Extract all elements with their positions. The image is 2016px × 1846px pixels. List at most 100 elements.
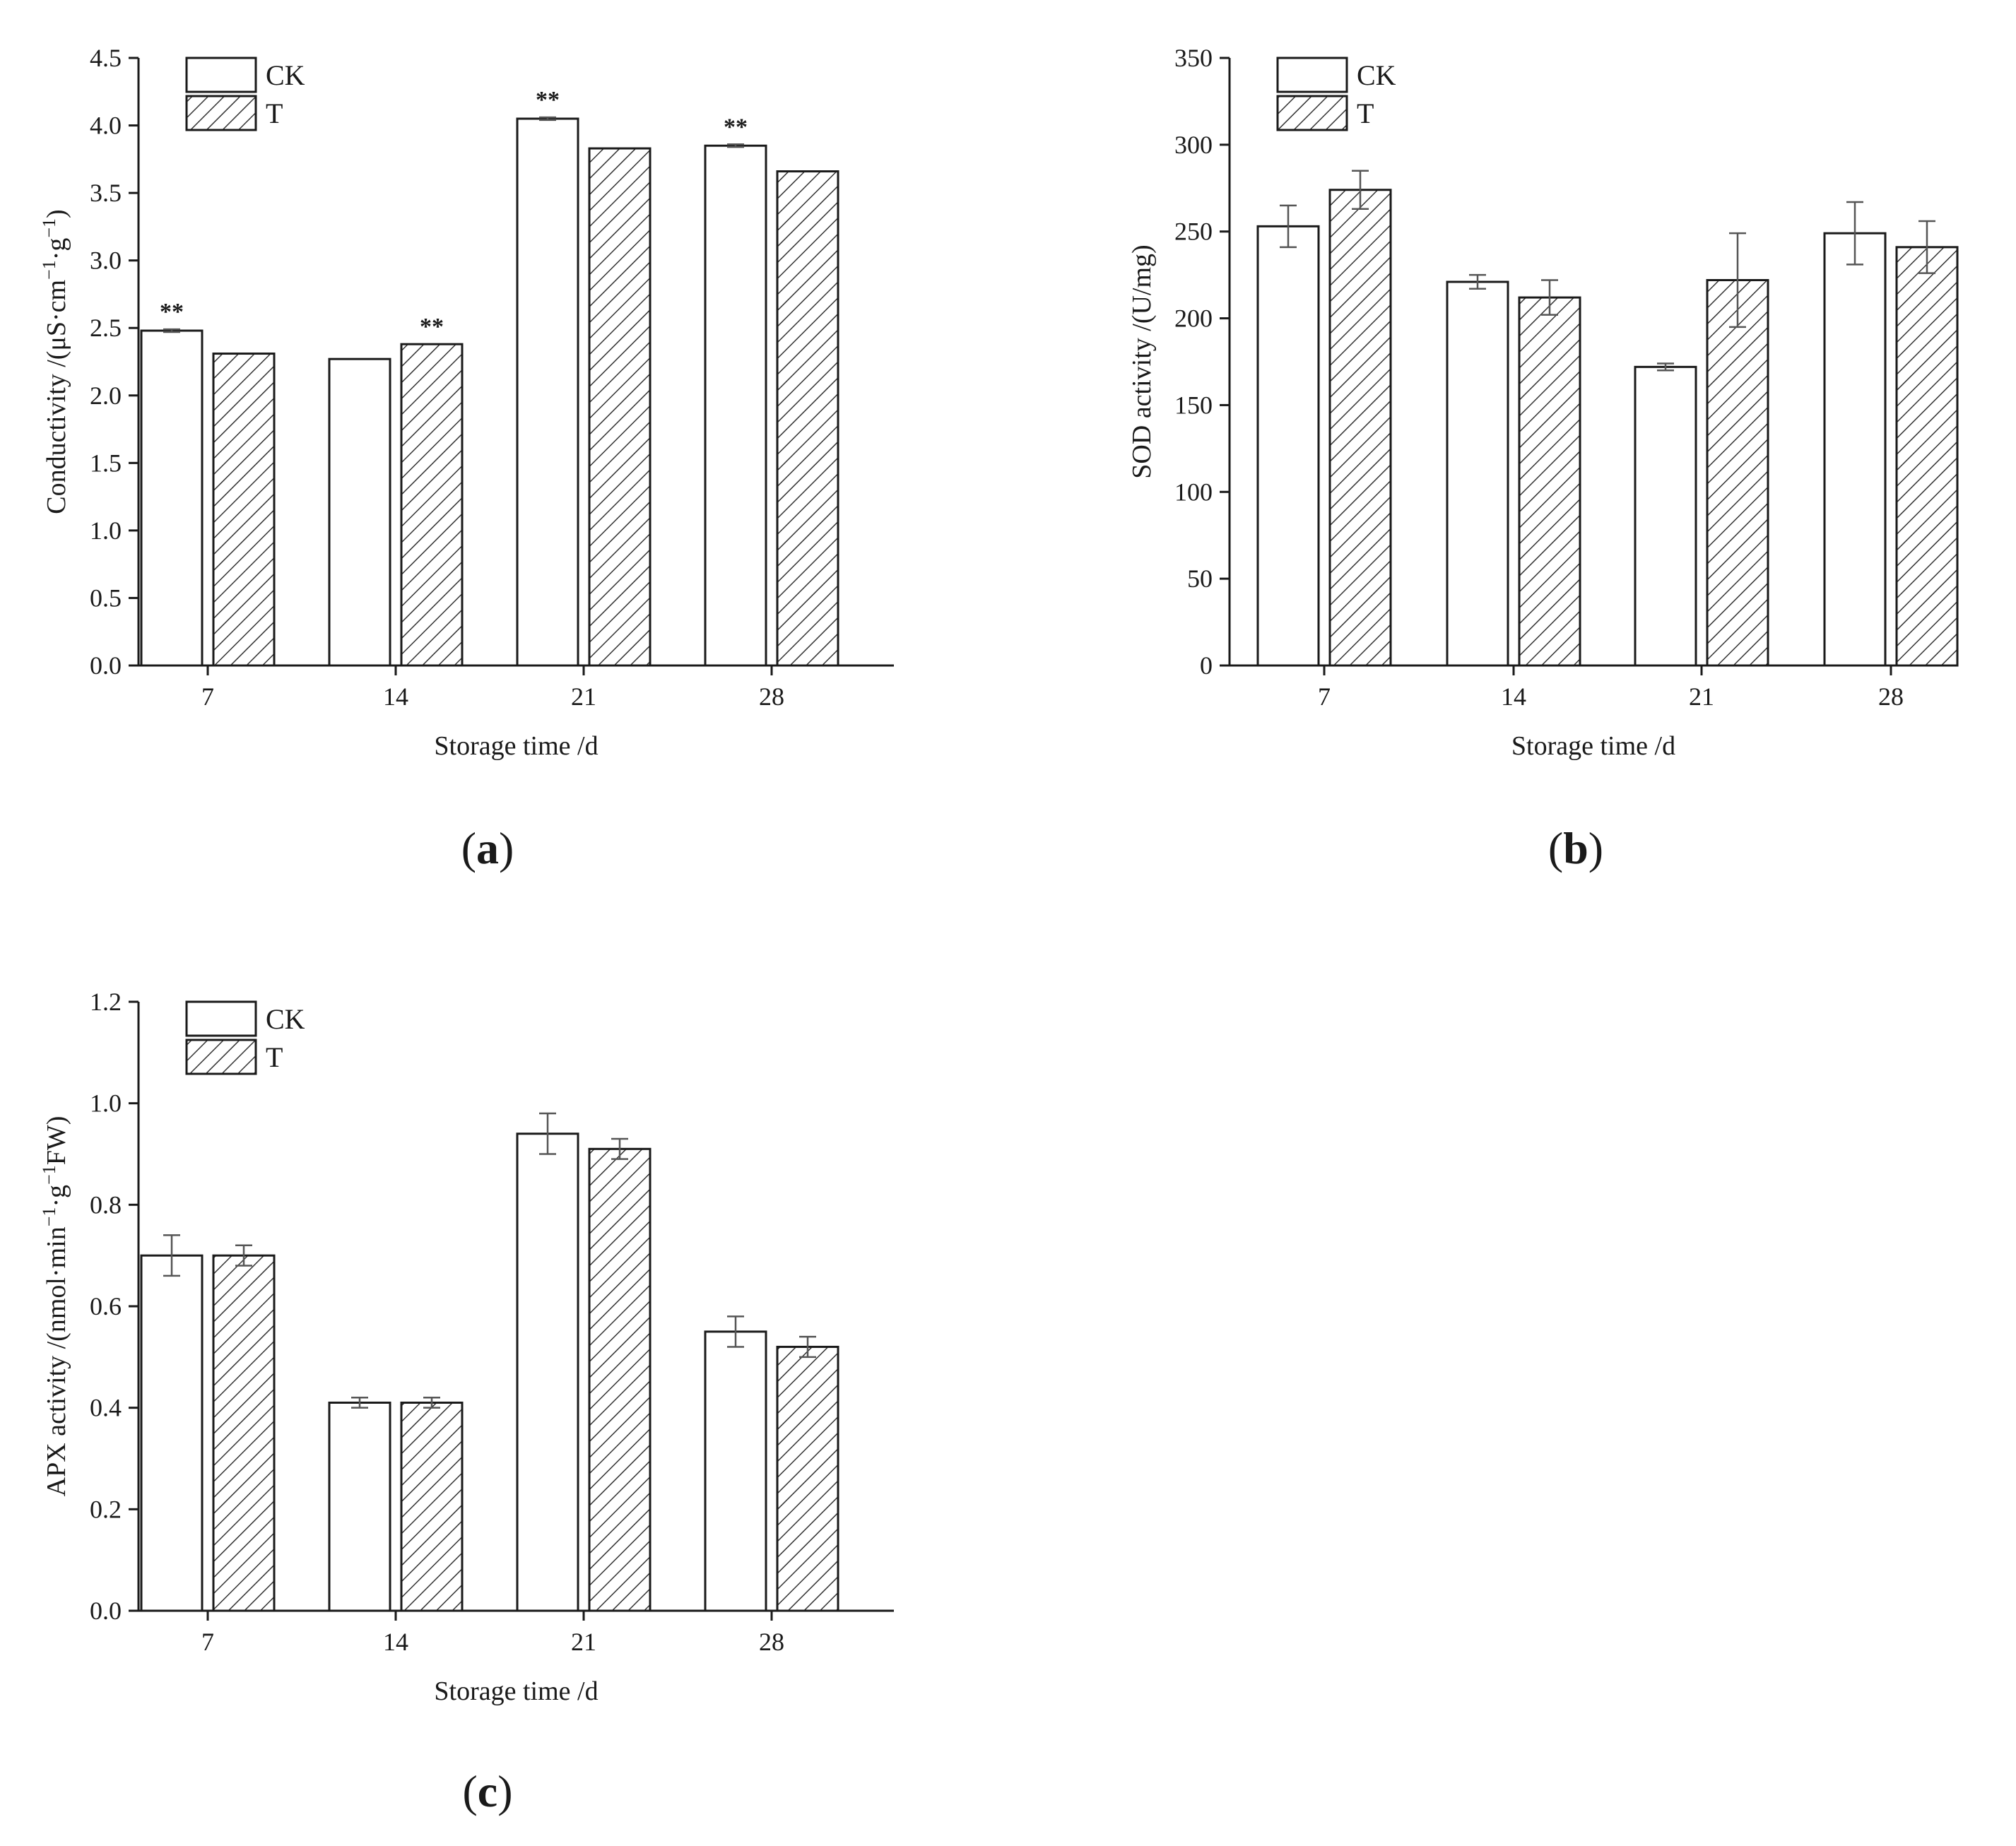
bar-ck-day-14 xyxy=(328,357,391,667)
bar-ck-day-21 xyxy=(516,1132,579,1612)
significance-mark: ** xyxy=(160,299,184,325)
y-tick-label: 2.5 xyxy=(90,314,122,342)
legend-label-ck: CK xyxy=(1357,59,1396,91)
error-bar-ck-day-14 xyxy=(1469,273,1486,290)
legend-label-t: T xyxy=(266,1041,283,1073)
legend-label-ck: CK xyxy=(266,1003,305,1035)
y-tick-label: 3.0 xyxy=(90,247,122,275)
significance-mark: ** xyxy=(536,87,560,113)
bar-t-day-21 xyxy=(588,1147,652,1612)
x-tick-label: 14 xyxy=(383,682,408,711)
y-tick-label: 1.0 xyxy=(90,1089,122,1118)
error-bar-t-day-7 xyxy=(235,1244,252,1267)
y-tick-label: 1.5 xyxy=(90,449,122,477)
legend-swatch-t xyxy=(185,1039,257,1075)
error-bar-ck-day-21 xyxy=(1657,362,1674,372)
legend: CK T xyxy=(185,57,305,131)
y-tick-label: 0.0 xyxy=(90,651,122,680)
chart-b: 0 50 100 150 200 250 300 350 7 14 21 28 Storage time… xyxy=(1127,44,1959,873)
bar-ck-day-28 xyxy=(704,144,767,667)
bar-ck-day-7 xyxy=(140,329,204,667)
legend-swatch-ck xyxy=(1276,57,1348,93)
legend: CK T xyxy=(185,1000,305,1075)
y-tick-label: 100 xyxy=(1174,478,1213,506)
y-tick-label: 0.6 xyxy=(90,1292,122,1320)
panel-label: (b) xyxy=(1548,823,1603,873)
x-tick-label: 7 xyxy=(1318,682,1331,711)
legend-swatch-ck xyxy=(185,57,257,93)
error-bar-ck-day-7 xyxy=(163,1234,180,1277)
error-bar-ck-day-14 xyxy=(351,1397,368,1409)
y-tick-label: 0 xyxy=(1200,651,1213,680)
y-tick-label: 2.0 xyxy=(90,381,122,410)
x-tick-label: 28 xyxy=(759,1628,784,1656)
y-axis-title: APX activity /(nmol·min−1·g−1FW) xyxy=(39,1116,72,1497)
y-tick-label: 0.5 xyxy=(90,584,122,612)
chart-c: 0.0 0.2 0.4 0.6 0.8 1.0 1.2 7 14 21 28 Storage time… xyxy=(39,988,894,1816)
bar-ck-day-21 xyxy=(516,117,579,667)
legend-swatch-t xyxy=(1276,95,1348,131)
bar-ck-day-28 xyxy=(704,1330,767,1612)
x-tick-label: 14 xyxy=(1501,682,1526,711)
y-tick-label: 50 xyxy=(1187,564,1213,593)
bar-t-day-28 xyxy=(776,170,839,667)
bar-t-day-28 xyxy=(1895,246,1959,667)
y-tick-label: 200 xyxy=(1174,304,1213,333)
y-tick-label: 3.5 xyxy=(90,179,122,207)
bar-t-day-7 xyxy=(212,1254,276,1612)
error-bar-ck-day-7 xyxy=(163,328,180,333)
legend-swatch-ck xyxy=(185,1000,257,1037)
error-bar-t-day-7 xyxy=(1352,170,1369,211)
y-tick-label: 350 xyxy=(1174,44,1213,72)
significance-mark: ** xyxy=(724,114,748,140)
y-tick-label: 1.2 xyxy=(90,988,122,1016)
x-tick-label: 28 xyxy=(759,682,784,711)
error-bar-ck-day-28 xyxy=(727,1315,744,1348)
legend: CK T xyxy=(1276,57,1396,131)
x-tick-label: 7 xyxy=(201,1628,214,1656)
x-tick-label: 14 xyxy=(383,1628,408,1656)
error-bar-t-day-28 xyxy=(799,1335,816,1359)
y-tick-label: 1.0 xyxy=(90,516,122,545)
x-tick-label: 28 xyxy=(1878,682,1904,711)
error-bar-ck-day-21 xyxy=(539,1112,556,1155)
error-bar-t-day-21 xyxy=(1729,232,1746,329)
y-tick-label: 250 xyxy=(1174,218,1213,246)
error-bar-ck-day-28 xyxy=(727,143,744,148)
error-bar-ck-day-21 xyxy=(539,116,556,122)
error-bar-t-day-21 xyxy=(611,1137,628,1160)
bar-t-day-21 xyxy=(588,147,652,667)
y-tick-label: 0.8 xyxy=(90,1190,122,1219)
x-tick-label: 21 xyxy=(1689,682,1714,711)
y-axis-title: SOD activity /(U/mg) xyxy=(1127,244,1157,478)
x-tick-label: 21 xyxy=(571,1628,596,1656)
x-tick-label: 21 xyxy=(571,682,596,711)
bar-t-day-14 xyxy=(1518,296,1581,667)
legend-label-t: T xyxy=(1357,97,1374,129)
error-bar-t-day-28 xyxy=(1918,220,1935,274)
bar-ck-day-28 xyxy=(1823,232,1887,667)
bar-t-day-28 xyxy=(776,1345,839,1612)
x-axis-title: Storage time /d xyxy=(434,1676,598,1706)
chart-panels: ** ** ** ** 0.0 0.5 1.0 1.5 2.0 2.5 3.0 3.5 4.0 4.5 7 1… xyxy=(39,44,1959,1816)
x-axis-title: Storage time /d xyxy=(434,731,598,761)
bar-ck-day-14 xyxy=(328,1401,391,1612)
bar-t-day-14 xyxy=(400,343,464,667)
y-tick-label: 300 xyxy=(1174,131,1213,159)
chart-a: ** ** ** ** 0.0 0.5 1.0 1.5 2.0 2.5 3.0 3.5 4.0 4.5 7 1… xyxy=(39,44,894,873)
legend-label-t: T xyxy=(266,97,283,129)
y-axis-title: Conductivity /(μS·cm−1·g−1) xyxy=(39,209,72,514)
y-tick-label: 0.2 xyxy=(90,1495,122,1523)
panel-label: (c) xyxy=(462,1766,512,1816)
panel-label: (a) xyxy=(461,823,514,873)
y-tick-label: 0.4 xyxy=(90,1394,122,1422)
bar-ck-day-7 xyxy=(140,1254,204,1612)
error-bar-ck-day-7 xyxy=(1280,204,1297,249)
legend-label-ck: CK xyxy=(266,59,305,91)
y-tick-label: 150 xyxy=(1174,391,1213,419)
y-tick-label: 4.0 xyxy=(90,112,122,140)
y-tick-label: 4.5 xyxy=(90,44,122,72)
bar-t-day-7 xyxy=(1328,189,1392,667)
bar-ck-day-14 xyxy=(1446,280,1509,667)
x-axis-title: Storage time /d xyxy=(1511,731,1675,761)
